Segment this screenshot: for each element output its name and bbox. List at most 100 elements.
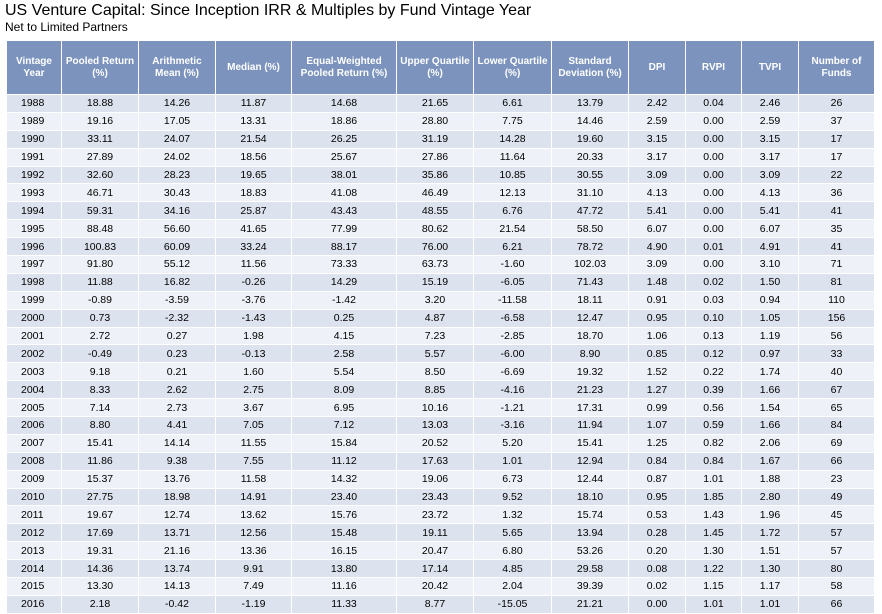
table-cell: -4.16 <box>473 380 552 400</box>
table-cell: 5.41 <box>741 201 799 221</box>
table-cell: 0.53 <box>628 505 686 525</box>
table-cell: 16.82 <box>138 272 216 292</box>
table-cell: 2.59 <box>628 111 686 131</box>
column-header: RVPI <box>685 40 742 95</box>
table-cell: 0.23 <box>138 344 216 364</box>
table-row: 2013 19.31 21.16 13.36 16.15 20.47 6.80 53.26 0.… <box>6 541 875 561</box>
table-cell: 4.13 <box>741 183 799 203</box>
table-cell: 18.11 <box>551 290 629 310</box>
table-cell: 4.91 <box>741 237 799 257</box>
table-cell: 1.19 <box>741 326 799 346</box>
table-cell: 1.30 <box>685 541 742 561</box>
vintage-year-cell: 1996 <box>6 237 62 257</box>
table-cell: 91.80 <box>61 255 139 274</box>
table-cell: 0.13 <box>685 326 742 346</box>
table-cell: 14.26 <box>138 94 216 113</box>
table-cell: 5.54 <box>291 362 397 382</box>
table-cell: 29.58 <box>551 559 629 579</box>
table-cell: -6.69 <box>473 362 552 382</box>
table-cell: 1.72 <box>741 523 799 543</box>
vintage-year-cell: 2000 <box>6 308 62 328</box>
table-cell: 2.06 <box>741 433 799 453</box>
table-cell: -0.26 <box>215 272 292 292</box>
table-cell: -6.58 <box>473 308 552 328</box>
vintage-year-cell: 1995 <box>6 219 62 239</box>
table-cell: 46.71 <box>61 183 139 203</box>
column-header: Standard Deviation (%) <box>551 40 629 95</box>
table-cell: 0.00 <box>628 594 686 614</box>
table-cell: -6.00 <box>473 344 552 364</box>
table-cell: -1.42 <box>291 290 397 310</box>
table-row: 1994 59.31 34.16 25.87 43.43 48.55 6.76 47.72 5.… <box>6 201 875 221</box>
table-cell: 3.09 <box>628 165 686 185</box>
table-cell: 13.03 <box>396 416 474 435</box>
table-cell: 15.74 <box>551 505 629 525</box>
table-cell: 0.12 <box>685 344 742 364</box>
table-cell: 5.20 <box>473 433 552 453</box>
table-cell: 77.99 <box>291 219 397 239</box>
table-row: 2012 17.69 13.71 12.56 15.48 19.11 5.65 13.94 0.… <box>6 523 875 543</box>
table-cell: 20.47 <box>396 541 474 561</box>
table-cell: 65 <box>798 398 875 418</box>
table-cell: 1.66 <box>741 380 799 400</box>
vintage-year-cell: 2002 <box>6 344 62 364</box>
table-cell: 4.87 <box>396 308 474 328</box>
table-cell: 4.90 <box>628 237 686 257</box>
table-cell: 69 <box>798 433 875 453</box>
table-cell: 19.67 <box>61 505 139 525</box>
table-cell: 19.06 <box>396 469 474 489</box>
table-cell: 18.10 <box>551 487 629 507</box>
table-cell: 3.15 <box>628 129 686 149</box>
table-row: 2006 8.80 4.41 7.05 7.12 13.03 -3.16 11.94 1.07 0… <box>6 416 875 435</box>
table-cell: 19.31 <box>61 541 139 561</box>
table-cell: 1.01 <box>685 594 742 614</box>
table-cell: 2.73 <box>138 398 216 418</box>
table-cell: 38.01 <box>291 165 397 185</box>
table-cell: 14.91 <box>215 487 292 507</box>
table-cell: 0.00 <box>685 165 742 185</box>
table-cell: 0.00 <box>685 201 742 221</box>
table-cell: 11.58 <box>215 469 292 489</box>
table-cell: 1.51 <box>741 541 799 561</box>
table-cell: 41.08 <box>291 183 397 203</box>
table-cell: 1.05 <box>741 308 799 328</box>
table-cell: 15.84 <box>291 433 397 453</box>
table-cell: 0.97 <box>741 344 799 364</box>
table-cell: 17 <box>798 147 875 167</box>
report-subtitle: Net to Limited Partners <box>5 20 128 34</box>
table-cell: 5.41 <box>628 201 686 221</box>
table-cell: 2.46 <box>741 94 799 113</box>
header-row: Vintage Year Pooled Return (%) Arithmetic … <box>6 40 875 95</box>
table-cell: 60.09 <box>138 237 216 257</box>
table-cell: 14.36 <box>61 559 139 579</box>
table-cell: -6.05 <box>473 272 552 292</box>
table-cell: 7.55 <box>215 451 292 471</box>
table-cell: 2.59 <box>741 111 799 131</box>
table-cell: 16.15 <box>291 541 397 561</box>
table-cell: -3.76 <box>215 290 292 310</box>
table-cell: 13.74 <box>138 559 216 579</box>
table-cell: 14.32 <box>291 469 397 489</box>
table-cell: 19.60 <box>551 129 629 149</box>
table-row: 2009 15.37 13.76 11.58 14.32 19.06 6.73 12.44 0.… <box>6 469 875 489</box>
table-cell: 1.45 <box>685 523 742 543</box>
table-cell: 0.95 <box>628 487 686 507</box>
table-cell: 1.52 <box>628 362 686 382</box>
vintage-year-cell: 2012 <box>6 523 62 543</box>
vintage-year-cell: 2011 <box>6 505 62 525</box>
table-cell: 45 <box>798 505 875 525</box>
table-cell: -2.85 <box>473 326 552 346</box>
table-cell: 21.16 <box>138 541 216 561</box>
table-cell: 0.02 <box>685 272 742 292</box>
vintage-year-cell: 1994 <box>6 201 62 221</box>
table-cell: 18.56 <box>215 147 292 167</box>
table-cell: 9.18 <box>61 362 139 382</box>
table-cell: 36 <box>798 183 875 203</box>
table-cell: 19.65 <box>215 165 292 185</box>
table-cell: 23.72 <box>396 505 474 525</box>
table-cell: 27.75 <box>61 487 139 507</box>
table-cell: 49 <box>798 487 875 507</box>
table-row: 2003 9.18 0.21 1.60 5.54 8.50 -6.69 19.32 1.52 0.… <box>6 362 875 382</box>
table-cell: 24.02 <box>138 147 216 167</box>
table-cell: 8.90 <box>551 344 629 364</box>
